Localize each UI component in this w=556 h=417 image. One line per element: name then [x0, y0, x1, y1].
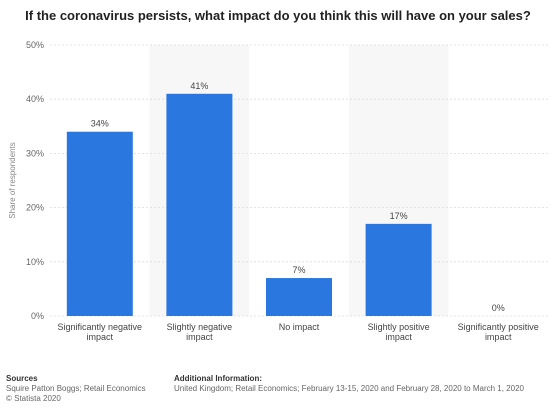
x-category-label: No impact: [279, 322, 320, 332]
bar: [66, 131, 133, 316]
sources-text: Squire Patton Boggs; Retail Economics: [6, 384, 146, 393]
bar: [166, 93, 233, 316]
data-label: 0%: [492, 303, 505, 313]
data-label: 17%: [390, 211, 408, 221]
y-tick-label: 20%: [26, 203, 44, 213]
y-tick-label: 50%: [26, 40, 44, 50]
y-tick-label: 40%: [26, 94, 44, 104]
x-category-label: impact: [485, 332, 512, 342]
data-label: 7%: [292, 265, 305, 275]
y-axis-label: Share of respondents: [8, 142, 17, 219]
x-category-label: impact: [186, 332, 213, 342]
additional-info-block: Additional Information: United Kingdom; …: [174, 374, 524, 394]
x-category-label: Slightly negative: [167, 322, 233, 332]
chart-title: If the coronavirus persists, what impact…: [25, 8, 531, 23]
y-tick-label: 10%: [26, 257, 44, 267]
additional-info-text: United Kingdom; Retail Economics; Februa…: [174, 384, 524, 393]
sources-block: Sources Squire Patton Boggs; Retail Econ…: [6, 374, 146, 404]
additional-info-heading: Additional Information:: [174, 374, 262, 383]
bar: [266, 278, 332, 316]
data-label: 34%: [91, 119, 109, 129]
data-label: 41%: [190, 81, 208, 91]
bar: [365, 223, 432, 316]
x-category-label: Significantly negative: [58, 322, 143, 332]
y-tick-label: 0%: [31, 311, 44, 321]
copyright-text: © Statista 2020: [6, 394, 61, 403]
x-category-label: impact: [87, 332, 114, 342]
y-tick-label: 30%: [26, 148, 44, 158]
sources-heading: Sources: [6, 374, 38, 383]
x-category-label: Slightly positive: [368, 322, 430, 332]
x-category-label: Significantly positive: [458, 322, 539, 332]
x-category-label: impact: [385, 332, 412, 342]
